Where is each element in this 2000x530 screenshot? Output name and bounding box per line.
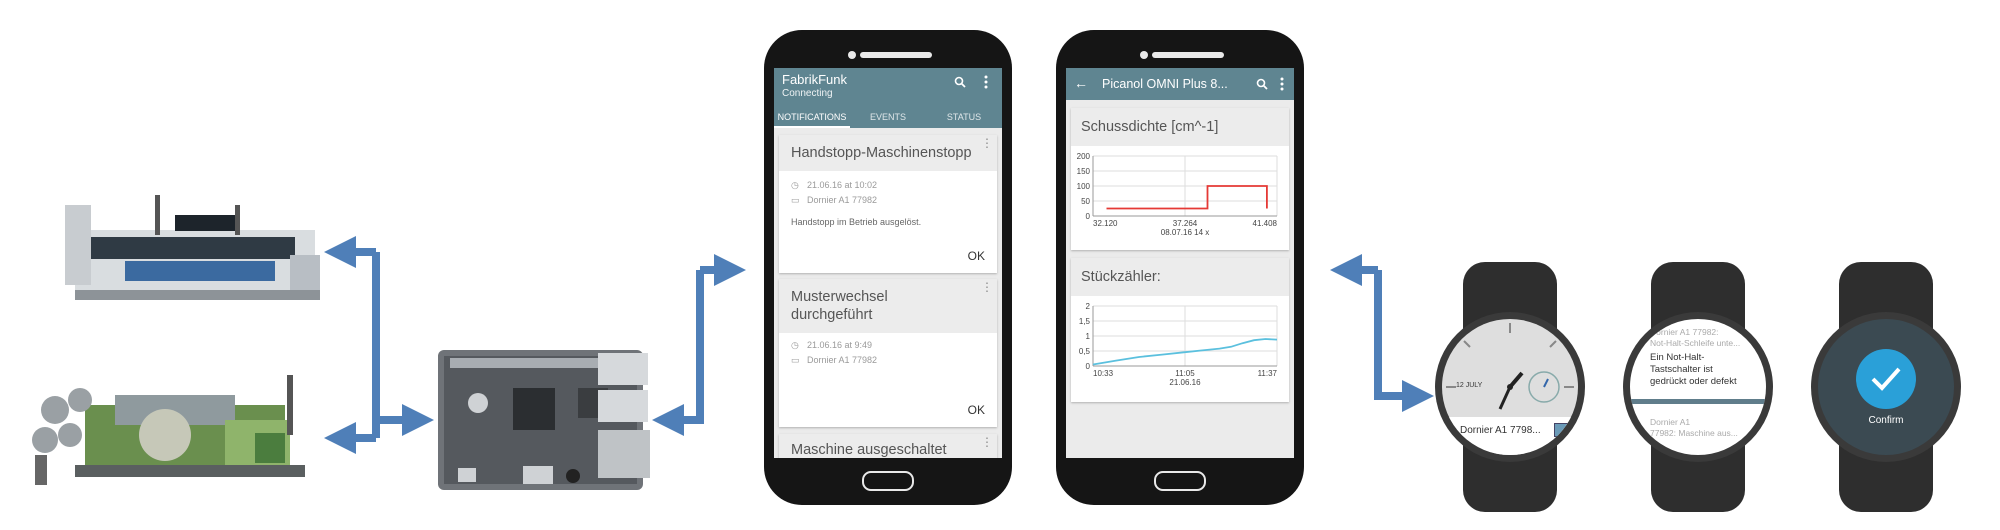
back-arrow-icon[interactable]: ← — [1074, 75, 1088, 91]
clock-icon: ◷ — [791, 180, 799, 190]
notification-time: 21.06.16 at 10:02 — [807, 180, 878, 190]
phone-machine-detail: ← Picanol OMNI Plus 8... Schussdichte [c… — [1056, 30, 1304, 505]
ok-button[interactable]: OK — [967, 249, 985, 263]
notification-time: 21.06.16 at 9:49 — [807, 340, 873, 350]
clock-icon: ◷ — [791, 340, 799, 350]
card-menu-icon[interactable]: ⋮ — [981, 136, 993, 150]
notification-title: Maschine ausgeschaltet — [791, 442, 947, 458]
home-button[interactable] — [1154, 471, 1206, 491]
app-subtitle: Connecting — [782, 88, 833, 99]
chart-card-title: Stückzähler: — [1081, 269, 1161, 285]
alert-machine: Dornier A1 77982: — [1650, 327, 1719, 337]
notification-machine: Dornier A1 77982 — [807, 355, 878, 365]
notification-machine: Dornier A1 77982 — [807, 195, 878, 205]
machine-title: Picanol OMNI Plus 8... — [1102, 77, 1228, 91]
notification-peek-text: Dornier A1 7798... — [1460, 425, 1541, 436]
alert-message-line3: gedrückt oder defekt — [1650, 376, 1737, 387]
y-tick-label: 0,5 — [1079, 347, 1091, 356]
phone-camera — [848, 51, 856, 59]
y-tick-label: 0 — [1086, 362, 1091, 371]
chart-card-stueckzaehler: Stückzähler: 0 0,5 1 1,5 2 10:33 11:05 11:37 21.… — [1071, 258, 1289, 402]
phone-notifications: FabrikFunk Connecting NOTIFICATIONS EVEN… — [764, 30, 1012, 505]
watch-date: 12 JULY — [1456, 382, 1483, 389]
y-tick-label: 150 — [1077, 167, 1091, 176]
tab-notifications[interactable]: NOTIFICATIONS — [774, 108, 850, 128]
weaving-machine-2 — [32, 375, 305, 485]
machine-icon: ▭ — [791, 355, 800, 365]
app-bar: ← Picanol OMNI Plus 8... — [1066, 68, 1294, 100]
notification-card[interactable]: Maschine ausgeschaltet ⋮ — [779, 434, 997, 458]
app-bar: FabrikFunk Connecting NOTIFICATIONS EVEN… — [774, 68, 1002, 128]
card-divider — [1630, 399, 1766, 404]
notification-peek-card[interactable]: Dornier A1 7798... — [1442, 417, 1578, 455]
x-tick-label: 37.264 — [1173, 219, 1198, 228]
card-menu-icon[interactable]: ⋮ — [981, 435, 993, 449]
weaving-machine-1 — [65, 195, 320, 300]
x-tick-label: 11:05 — [1175, 369, 1195, 378]
phone-camera — [1140, 51, 1148, 59]
schussdichte-chart: 0 50 100 150 200 32.120 37.264 41.408 08.07.16 1… — [1077, 152, 1278, 237]
phone-screen: FabrikFunk Connecting NOTIFICATIONS EVEN… — [774, 68, 1002, 458]
notification-title-line1: Musterwechsel — [791, 289, 888, 305]
x-tick-label: 11:37 — [1258, 369, 1278, 378]
y-tick-label: 2 — [1086, 302, 1091, 311]
notification-title-line2: durchgeführt — [791, 307, 873, 323]
series-line — [1106, 185, 1268, 210]
x-axis-sublabel: 21.06.16 — [1169, 378, 1201, 387]
y-tick-label: 100 — [1077, 182, 1091, 191]
overflow-menu-icon[interactable] — [984, 75, 988, 89]
watch-face: Confirm — [1818, 319, 1954, 455]
arrow-to-watch — [1374, 270, 1434, 412]
home-button[interactable] — [862, 471, 914, 491]
smartwatch-alert-detail: Dornier A1 77982: Not-Halt-Schleife unte… — [1618, 262, 1778, 512]
tab-events[interactable]: EVENTS — [869, 112, 906, 122]
phone-speaker — [1152, 52, 1224, 58]
watch-face: Dornier A1 77982: Not-Halt-Schleife unte… — [1630, 319, 1766, 455]
chart-card-title: Schussdichte [cm^-1] — [1081, 119, 1219, 135]
smartwatch-confirm: Confirm — [1806, 262, 1966, 512]
checkmark-icon — [1871, 367, 1901, 391]
arrow-to-raspberry-pi-2 — [652, 270, 704, 436]
x-tick-label: 32.120 — [1093, 219, 1118, 228]
x-tick-label: 41.408 — [1253, 219, 1278, 228]
watch-face: 12 JULY Dornier A1 7798... — [1442, 319, 1578, 455]
notification-title: Handstopp-Maschinenstopp — [791, 145, 972, 161]
next-alert-machine[interactable]: Dornier A1 — [1650, 417, 1691, 427]
y-tick-label: 1 — [1086, 332, 1091, 341]
machine-icon: ▭ — [791, 195, 800, 205]
confirm-button[interactable] — [1856, 349, 1916, 409]
tab-status[interactable]: STATUS — [946, 112, 982, 122]
y-tick-label: 1,5 — [1079, 317, 1091, 326]
y-tick-label: 0 — [1086, 212, 1091, 221]
x-axis-sublabel: 08.07.16 14 x — [1161, 228, 1209, 237]
x-tick-label: 10:33 — [1093, 369, 1114, 378]
analog-clock — [1446, 323, 1574, 410]
card-menu-icon[interactable]: ⋮ — [981, 280, 993, 294]
y-tick-label: 50 — [1081, 197, 1090, 206]
overflow-menu-icon[interactable] — [1280, 77, 1284, 91]
search-icon[interactable] — [954, 76, 966, 88]
stueckzaehler-chart: 0 0,5 1 1,5 2 10:33 11:05 11:37 21.06.16 — [1079, 302, 1278, 387]
alert-message-line1: Ein Not-Halt- — [1650, 352, 1705, 363]
ok-button[interactable]: OK — [967, 403, 985, 417]
alert-message-line2: Tastschalter ist — [1650, 364, 1713, 375]
alert-subject: Not-Halt-Schleife unte... — [1650, 338, 1741, 348]
notification-body: Handstopp im Betrieb ausgelöst. — [791, 217, 922, 227]
y-tick-label: 200 — [1077, 152, 1091, 161]
chart-card-schussdichte: Schussdichte [cm^-1] 0 50 100 150 200 32.120 3… — [1071, 108, 1289, 250]
notification-card[interactable]: Musterwechsel durchgeführt ⋮ ◷ 21.06.16 … — [779, 279, 997, 427]
confirm-label: Confirm — [1868, 415, 1904, 426]
smartwatch-notification: 12 JULY Dornier A1 7798... — [1430, 262, 1590, 512]
app-icon — [1554, 423, 1570, 437]
phone-speaker — [860, 52, 932, 58]
raspberry-pi-board — [438, 350, 650, 490]
next-alert-subject[interactable]: 77982: Maschine aus... — [1650, 428, 1738, 438]
search-icon[interactable] — [1256, 78, 1268, 90]
phone-screen: ← Picanol OMNI Plus 8... Schussdichte [c… — [1066, 68, 1294, 458]
app-title: FabrikFunk — [782, 72, 848, 87]
series-line — [1092, 338, 1278, 366]
notification-card[interactable]: Handstopp-Maschinenstopp ⋮ ◷ 21.06.16 at… — [779, 135, 997, 273]
